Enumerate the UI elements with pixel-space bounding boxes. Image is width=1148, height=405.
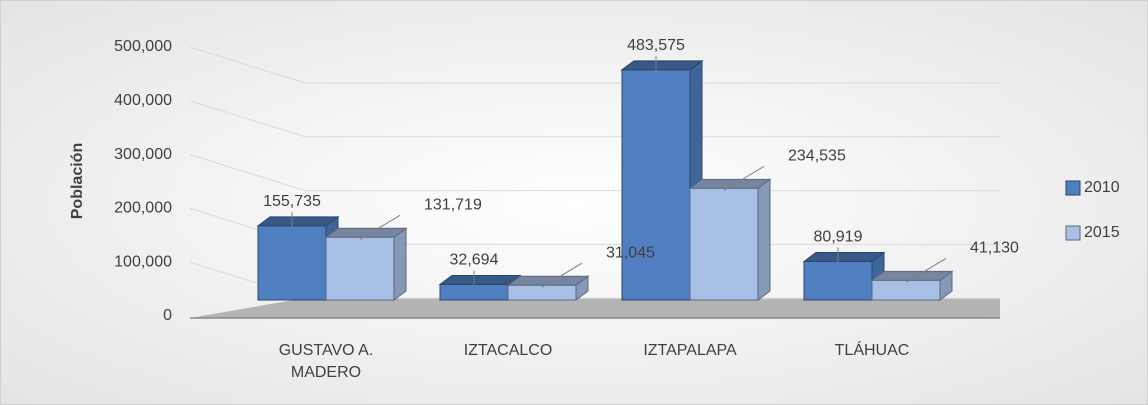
data-label: 32,694 bbox=[450, 252, 499, 269]
y-tick-label: 400,000 bbox=[114, 92, 172, 109]
bar bbox=[688, 178, 772, 301]
bar-face bbox=[325, 236, 395, 301]
bar-face bbox=[257, 225, 327, 301]
leader-line bbox=[359, 214, 401, 240]
y-tick-label: 0 bbox=[163, 307, 172, 324]
bar-face bbox=[689, 187, 759, 301]
bar-face bbox=[256, 216, 340, 227]
floor bbox=[190, 298, 1000, 318]
bar-face bbox=[802, 251, 886, 262]
bar-face bbox=[393, 227, 407, 301]
x-tick-label: IZTAPALAPA bbox=[643, 342, 737, 359]
bar-face bbox=[621, 69, 691, 301]
x-tick-label: GUSTAVO A. MADERO bbox=[278, 342, 374, 381]
bar-face bbox=[620, 60, 704, 71]
y-axis-label: Población bbox=[69, 143, 86, 219]
bar-face bbox=[757, 178, 771, 301]
legend-swatch bbox=[1065, 225, 1081, 241]
data-label: 234,535 bbox=[788, 148, 846, 165]
legend-label: 2010 bbox=[1084, 179, 1120, 196]
leader-line bbox=[905, 257, 947, 283]
legend-label: 2015 bbox=[1084, 224, 1120, 241]
data-label: 131,719 bbox=[424, 197, 482, 214]
bar-face bbox=[439, 283, 509, 301]
y-tick-label: 300,000 bbox=[114, 146, 172, 163]
bar bbox=[324, 227, 408, 301]
leader-line bbox=[541, 262, 583, 288]
bar bbox=[506, 275, 590, 301]
data-label: 155,735 bbox=[263, 193, 321, 210]
bar-face bbox=[507, 284, 577, 301]
y-tick-label: 200,000 bbox=[114, 200, 172, 217]
data-label: 483,575 bbox=[627, 37, 685, 54]
grid-line bbox=[189, 46, 1000, 84]
y-tick-label: 100,000 bbox=[114, 253, 172, 270]
data-label: 80,919 bbox=[814, 229, 863, 246]
bar-face bbox=[803, 260, 873, 301]
legend-swatch bbox=[1065, 180, 1081, 196]
y-tick-label: 500,000 bbox=[114, 38, 172, 55]
data-label: 31,045 bbox=[606, 244, 655, 261]
bar bbox=[870, 270, 954, 301]
bar-face bbox=[438, 274, 522, 285]
grid-line bbox=[189, 100, 1000, 138]
bar-face bbox=[871, 279, 941, 301]
data-label: 41,130 bbox=[970, 240, 1019, 257]
leader-line bbox=[723, 165, 765, 191]
x-tick-label: IZTACALCO bbox=[463, 342, 553, 359]
x-tick-label: TLÁHUAC bbox=[834, 342, 910, 359]
